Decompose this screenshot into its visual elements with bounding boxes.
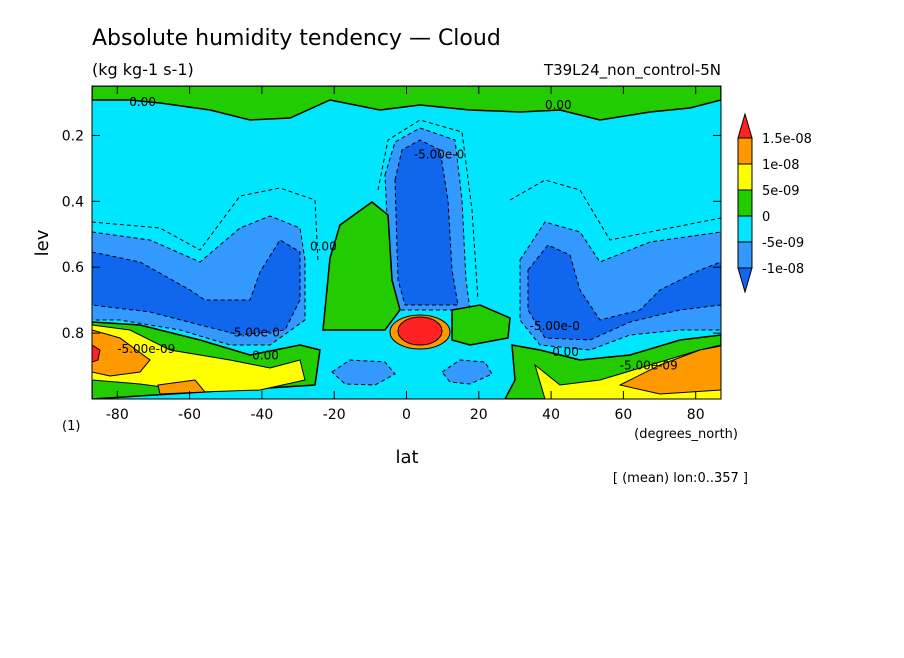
band-center-left-positive (322, 201, 401, 331)
band-top-positive (92, 86, 721, 121)
band-right-strong-negative (527, 244, 721, 341)
contour-label: -5.00e-0 (414, 147, 464, 161)
band-center-right-positive (451, 304, 511, 346)
contour-line-center (377, 119, 479, 301)
colorbar-label: -1e-08 (762, 262, 804, 277)
run-label: T39L24_non_control-5N (543, 61, 721, 80)
band-left-strong-negative (92, 239, 301, 336)
colorbar-label: 0 (762, 210, 770, 225)
y-tick-label: 0.4 (62, 194, 84, 210)
colorbar-label: 5e-09 (762, 184, 800, 199)
colorbar-bottom-arrow (737, 267, 753, 294)
band-bottom-left-orange (92, 329, 151, 377)
band-bottom-right-orange (618, 345, 721, 395)
colorbar-segment (737, 189, 753, 217)
contour-field (92, 86, 721, 399)
footer-note: [ (mean) lon:0..357 ] (613, 471, 748, 486)
y-tick-label: 0.2 (62, 128, 84, 144)
colorbar-label: 1.5e-08 (762, 132, 812, 147)
contour-label: -5.00e-0 (530, 319, 580, 333)
blob-bottom-center-left-negative (331, 359, 396, 386)
y-axis-label: lev (32, 229, 53, 256)
x-tick-label: -40 (250, 407, 273, 423)
x-tick-label: -80 (106, 407, 129, 423)
patch-bottom-left-orange (157, 379, 207, 395)
blob-center-red (397, 316, 443, 346)
colorbar-top-arrow (737, 112, 753, 139)
y-tick-label: 0.6 (62, 260, 84, 276)
contour-label: 0.00 (252, 348, 279, 362)
x-units: (degrees_north) (634, 427, 738, 442)
contour-label: 0.00 (552, 345, 579, 359)
x-tick-label: 40 (542, 407, 560, 423)
contour-label: -5.00e-09 (117, 342, 175, 356)
chart-units: (kg kg-1 s-1) (92, 60, 194, 79)
contour-label: -5.00e-0 (229, 325, 279, 339)
contour-labels: 0.00 0.00 -5.00e-0 0.00 -5.00e-0 -5.00e-0 -5.0… (117, 95, 678, 373)
blob-bottom-center-right-negative (441, 359, 493, 385)
y-units: (1) (62, 419, 80, 434)
colorbar-segment (737, 215, 753, 243)
colorbar-segment (737, 163, 753, 191)
contour-label: 0.00 (310, 240, 337, 254)
x-tick-label: 0 (402, 407, 411, 423)
colorbar-label: 1e-08 (762, 158, 800, 173)
colorbar-segment (737, 137, 753, 165)
contour-label: -5.00e-09 (620, 358, 678, 372)
x-tick-label: 60 (614, 407, 632, 423)
contour-line-right (509, 179, 721, 241)
patch-bottom-left-red (92, 344, 101, 363)
contour-label: 0.00 (129, 95, 156, 109)
chart-title: Absolute humidity tendency — Cloud (92, 26, 501, 51)
x-tick-label: 20 (470, 407, 488, 423)
colorbar-label: -5e-09 (762, 236, 804, 251)
x-axis-label: lat (395, 447, 418, 468)
x-tick-label: -20 (323, 407, 346, 423)
colorbar-segment (737, 241, 753, 269)
x-tick-label: 80 (687, 407, 705, 423)
x-axis: -80 -60 -40 -20 0 20 40 60 80 (106, 86, 705, 423)
colorbar: 1.5e-08 1e-08 5e-09 0 -5e-09 -1e-08 (737, 112, 812, 294)
y-tick-label: 0.8 (62, 326, 84, 342)
band-bottom-left-yellow (92, 324, 306, 393)
x-tick-label: -60 (178, 407, 201, 423)
band-center-strong-negative (394, 139, 459, 306)
y-axis: 0.2 0.4 0.6 0.8 (62, 128, 721, 342)
contour-label: 0.00 (545, 98, 572, 112)
